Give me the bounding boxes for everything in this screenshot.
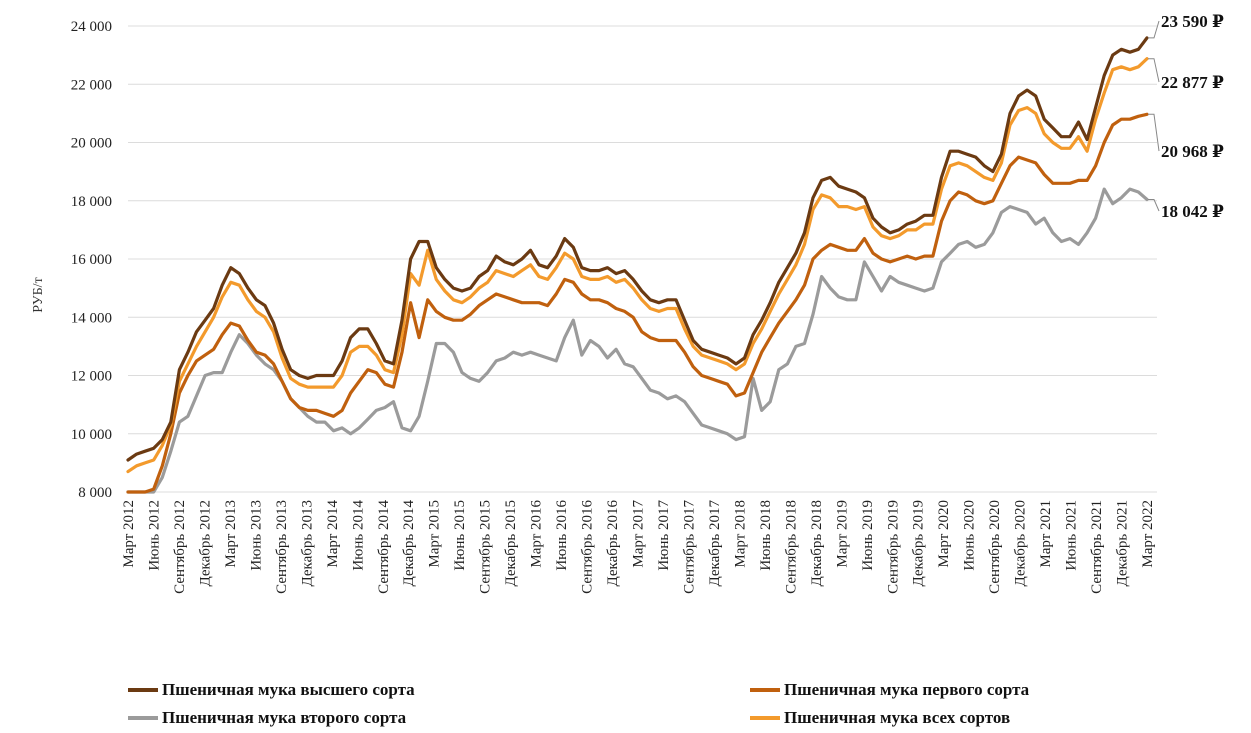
x-tick-label: Март 2012 <box>121 500 137 568</box>
x-tick-label: Март 2019 <box>834 500 850 568</box>
x-tick-label: Март 2014 <box>325 500 341 568</box>
legend-swatch <box>128 688 158 692</box>
y-tick-label: 18 000 <box>71 194 112 210</box>
x-tick-label: Июнь 2012 <box>146 500 162 571</box>
x-tick-label: Июнь 2015 <box>452 500 468 571</box>
end-value-label: 18 042 ₽ <box>1161 202 1224 221</box>
end-value-label: 20 968 ₽ <box>1161 142 1224 161</box>
x-tick-label: Сентябрь 2013 <box>274 500 290 594</box>
x-tick-label: Июнь 2013 <box>248 500 264 571</box>
legend-swatch <box>750 688 780 692</box>
legend-label: Пшеничная мука первого сорта <box>784 680 1030 699</box>
x-tick-label: Декабрь 2018 <box>809 500 825 587</box>
legend-label: Пшеничная мука высшего сорта <box>162 680 415 699</box>
x-tick-label: Декабрь 2017 <box>707 500 723 587</box>
x-tick-label: Декабрь 2015 <box>503 500 519 587</box>
x-tick-label: Июнь 2014 <box>350 500 366 571</box>
legend-label: Пшеничная мука всех сортов <box>784 708 1011 727</box>
x-axis: Март 2012 Июнь 2012 Сентябрь 2012 Декабрь 2… <box>121 500 1156 594</box>
x-tick-label: Сентябрь 2017 <box>681 500 697 594</box>
legend-swatch <box>750 716 780 720</box>
x-tick-label: Март 2021 <box>1038 500 1054 568</box>
legend-swatch <box>128 716 158 720</box>
x-tick-label: Март 2015 <box>427 500 443 568</box>
x-tick-label: Сентябрь 2015 <box>478 500 494 594</box>
x-tick-label: Декабрь 2014 <box>401 500 417 587</box>
x-tick-label: Сентябрь 2012 <box>172 500 188 594</box>
x-tick-label: Июнь 2020 <box>962 500 978 571</box>
legend-item-first-grade: Пшеничная мука первого сорта <box>750 680 1029 700</box>
end-value-label: 22 877 ₽ <box>1161 73 1224 92</box>
x-tick-label: Декабрь 2016 <box>605 500 621 587</box>
x-tick-label: Июнь 2019 <box>860 500 876 571</box>
legend-item-all-grades: Пшеничная мука всех сортов <box>750 708 1010 728</box>
x-tick-label: Июнь 2018 <box>758 500 774 571</box>
legend-item-second-grade: Пшеничная мука второго сорта <box>128 708 406 728</box>
y-tick-label: 22 000 <box>71 77 112 93</box>
x-tick-label: Декабрь 2019 <box>911 500 927 587</box>
y-tick-label: 14 000 <box>71 310 112 326</box>
x-tick-label: Сентябрь 2014 <box>376 500 392 594</box>
x-tick-label: Сентябрь 2018 <box>783 500 799 594</box>
y-tick-label: 12 000 <box>71 369 112 385</box>
x-tick-label: Сентябрь 2021 <box>1089 500 1105 594</box>
y-tick-label: 16 000 <box>71 252 112 268</box>
legend-item-high-grade: Пшеничная мука высшего сорта <box>128 680 415 700</box>
end-value-label: 23 590 ₽ <box>1161 12 1224 31</box>
x-tick-label: Декабрь 2012 <box>197 500 213 587</box>
end-labels: 23 590 ₽ 22 877 ₽ 20 968 ₽ 18 042 ₽ <box>1148 12 1224 221</box>
y-tick-label: 20 000 <box>71 136 112 152</box>
leader-line <box>1148 113 1160 152</box>
x-tick-label: Декабрь 2013 <box>299 500 315 587</box>
series-line <box>126 112 1149 494</box>
x-tick-label: Июнь 2021 <box>1064 500 1080 571</box>
x-tick-label: Март 2016 <box>529 500 545 568</box>
series-line <box>126 57 1149 474</box>
x-tick-label: Март 2020 <box>936 500 952 568</box>
y-tick-label: 24 000 <box>71 19 112 35</box>
x-tick-label: Сентябрь 2016 <box>580 500 596 594</box>
series-lines <box>126 36 1149 494</box>
y-tick-label: 10 000 <box>71 427 112 443</box>
x-tick-label: Декабрь 2020 <box>1013 500 1029 587</box>
leader-line <box>1148 20 1160 39</box>
x-tick-label: Декабрь 2021 <box>1115 500 1131 587</box>
y-tick-label: 8 000 <box>78 485 112 501</box>
x-tick-label: Март 2013 <box>223 500 239 568</box>
x-tick-label: Июнь 2016 <box>554 500 570 571</box>
x-tick-label: Июнь 2017 <box>656 500 672 571</box>
x-tick-label: Сентябрь 2019 <box>885 500 901 594</box>
x-tick-label: Март 2017 <box>631 500 647 568</box>
x-tick-label: Март 2022 <box>1140 500 1156 568</box>
series-line <box>126 36 1149 462</box>
leader-line <box>1148 58 1160 83</box>
x-tick-label: Сентябрь 2020 <box>987 500 1003 594</box>
x-tick-label: Март 2018 <box>732 500 748 568</box>
gridlines <box>128 25 1157 493</box>
legend-label: Пшеничная мука второго сорта <box>162 708 407 727</box>
leader-line <box>1148 199 1160 212</box>
y-axis-label: РУБ/т <box>31 277 46 312</box>
y-axis: 8 000 10 000 12 000 14 000 16 000 18 000 20 00… <box>71 19 112 501</box>
